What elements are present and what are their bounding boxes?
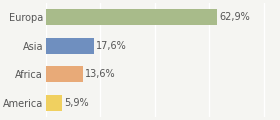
Text: 17,6%: 17,6% (96, 41, 127, 51)
Bar (46, 95, 62, 111)
Bar (46, 38, 94, 54)
Bar (46, 66, 83, 82)
Bar (46, 9, 217, 25)
Text: 13,6%: 13,6% (85, 69, 116, 79)
Text: 5,9%: 5,9% (64, 98, 89, 108)
Text: 62,9%: 62,9% (219, 12, 250, 22)
